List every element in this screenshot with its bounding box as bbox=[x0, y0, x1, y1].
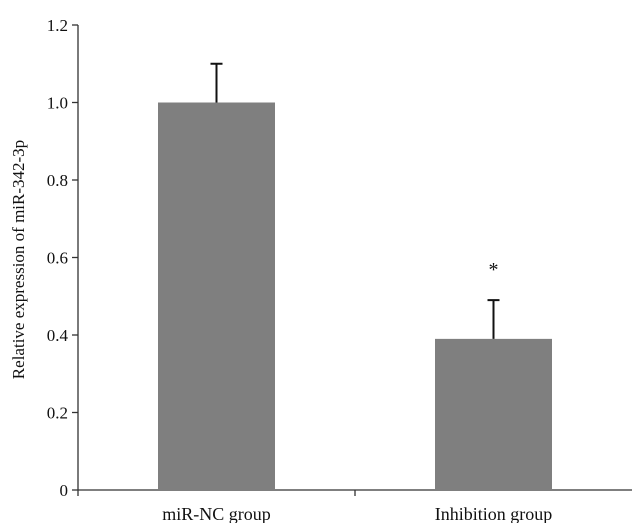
significance-marker: * bbox=[489, 259, 499, 281]
y-tick-label: 0.8 bbox=[47, 171, 68, 190]
category-labels: miR-NC group Inhibition group bbox=[162, 504, 552, 523]
y-tick-label: 0 bbox=[60, 481, 69, 500]
bars bbox=[158, 102, 552, 490]
x-category-label: miR-NC group bbox=[162, 504, 271, 523]
y-tick-label: 1.0 bbox=[47, 94, 68, 113]
error-bars bbox=[210, 62, 500, 339]
y-axis-title: Relative expression of miR-342-3p bbox=[9, 140, 28, 379]
y-tick-label: 0.4 bbox=[47, 326, 69, 345]
annotations: * bbox=[489, 259, 499, 281]
y-tick-label: 0.6 bbox=[47, 249, 68, 268]
x-ticks bbox=[77, 490, 356, 496]
y-tick-label: 0.2 bbox=[47, 404, 68, 423]
y-tick-label: 1.2 bbox=[47, 16, 68, 35]
bar-inhibition-group bbox=[435, 338, 552, 490]
y-ticks: 0 0.2 0.4 0.6 0.8 1.0 1.2 bbox=[47, 16, 78, 500]
bar-mir-nc-group bbox=[158, 102, 275, 490]
x-category-label: Inhibition group bbox=[435, 504, 553, 523]
